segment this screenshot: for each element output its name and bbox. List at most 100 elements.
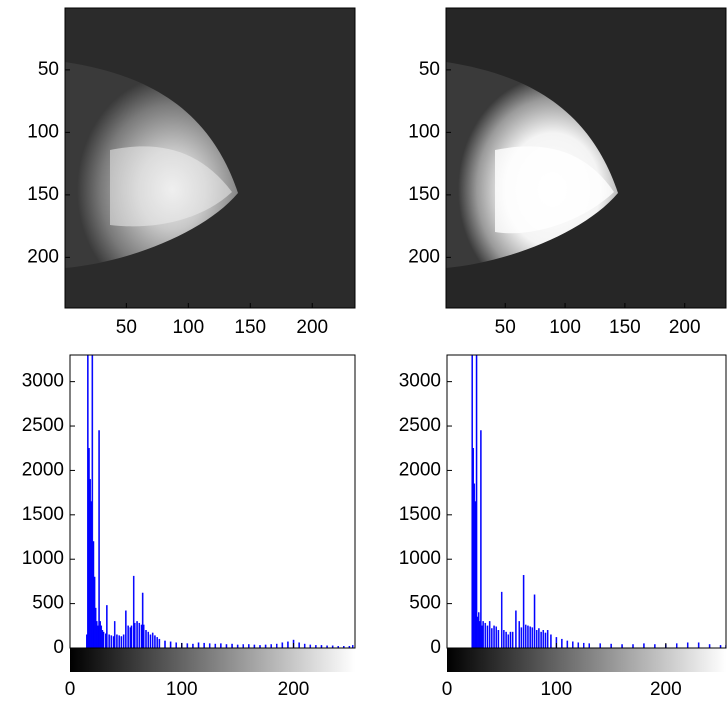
bar [116,634,118,648]
bar [113,621,116,648]
bar [102,631,105,648]
bar [505,631,507,648]
bar [482,621,484,648]
bar [493,625,495,648]
y-tick-label: 50 [419,59,440,80]
x-tick-label: 50 [116,317,137,338]
bar [169,641,172,648]
bar [522,574,525,648]
bar [577,642,580,648]
bar [535,630,538,648]
bar [320,645,323,648]
y-tick-label: 3000 [399,371,441,392]
bar [287,641,289,648]
y-tick-label: 150 [408,184,440,205]
bar [203,642,205,648]
x-tick-label: 0 [442,679,453,700]
y-tick-label: 1000 [399,548,441,569]
bar [248,644,250,648]
bar [348,646,351,648]
y-tick-label: 500 [409,593,441,614]
x-tick-label: 200 [278,679,310,700]
x-tick-label: 100 [549,317,581,338]
bar [141,592,144,648]
bar [583,642,585,648]
x-tick-label: 50 [495,317,516,338]
bar [599,643,601,648]
bar [127,625,129,648]
bar [507,634,510,648]
bar [676,643,678,648]
bar [540,631,542,648]
bar [175,642,177,648]
y-tick-label: 50 [38,59,59,80]
bar [352,645,354,648]
bar [697,642,700,648]
bar [242,644,244,648]
y-tick-label: 1500 [22,504,64,525]
x-tick-label: 200 [650,679,682,700]
bar [220,643,222,648]
bar [143,624,145,648]
bar [118,635,120,648]
bar [686,642,689,648]
bar [500,591,503,648]
bar [495,626,497,648]
bar [98,430,100,648]
bar [214,643,217,648]
x-tick-label: 100 [541,679,573,700]
bar [480,430,482,648]
x-tick-label: 200 [669,317,701,338]
y-tick-label: 200 [27,246,59,267]
bar [643,643,645,648]
y-tick-label: 2000 [399,459,441,480]
bars [471,355,726,648]
y-tick-label: 100 [27,121,59,142]
y-tick-label: 2500 [22,415,64,436]
bar [555,637,558,648]
bar [572,641,574,648]
x-tick-label: 0 [65,679,76,700]
x-tick-label: 100 [166,679,198,700]
bar [208,643,211,648]
y-tick-label: 3000 [22,371,64,392]
bar [486,625,489,648]
bar [484,622,487,648]
bar [550,634,552,648]
bar [515,610,517,648]
bar [509,631,512,648]
bar [566,640,569,648]
bar [708,644,711,648]
x-tick-label: 200 [296,317,328,338]
bar [315,645,317,648]
bar [192,643,194,648]
bar [621,644,623,648]
image-right [446,8,726,308]
bar [136,621,138,648]
bar [497,630,500,648]
y-tick-label: 2500 [399,415,441,436]
y-tick-label: 0 [53,637,64,658]
bar [145,630,147,648]
bar [503,630,505,648]
bar [518,621,520,648]
bar [106,605,108,648]
bar [719,645,722,648]
bar [122,634,125,648]
bar [511,631,514,648]
bar [303,643,306,648]
bar [632,644,634,648]
colorbar [70,648,355,672]
x-tick-label: 150 [234,317,266,338]
bar [520,627,523,648]
bar [108,634,110,648]
bar [134,622,136,648]
bar [91,355,94,648]
bar [225,644,228,648]
bar [231,643,233,648]
y-tick-label: 150 [27,184,59,205]
bar [525,624,527,648]
bar [130,625,133,648]
